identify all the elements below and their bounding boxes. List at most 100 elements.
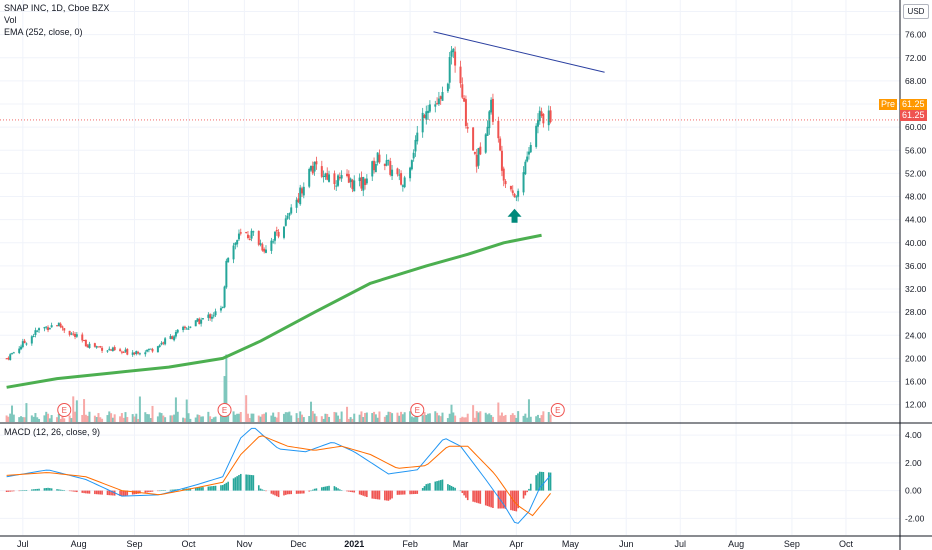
macd-histogram-bar	[475, 490, 478, 503]
candle-body	[59, 323, 62, 327]
candle-body	[479, 146, 482, 155]
macd-histogram-bar	[387, 490, 390, 501]
candle-body	[378, 154, 381, 163]
macd-histogram-bar	[297, 490, 300, 494]
macd-histogram-bar	[189, 488, 192, 491]
volume-bar	[282, 413, 285, 422]
candle-body	[358, 177, 361, 182]
macd-histogram-bar	[438, 480, 440, 491]
candle-body	[486, 126, 489, 136]
volume-bar	[151, 405, 154, 422]
candle-body	[391, 169, 394, 177]
candle-body	[295, 199, 298, 208]
volume-bar	[176, 411, 179, 422]
macd-histogram-bar	[121, 490, 123, 497]
volume-bar	[290, 415, 293, 422]
macd-histogram-bar	[492, 490, 494, 508]
volume-bar	[500, 412, 503, 422]
macd-histogram-bar	[198, 487, 201, 491]
currency-button[interactable]: USD	[903, 4, 929, 19]
volume-bar	[398, 415, 401, 422]
volume-bar	[446, 418, 449, 422]
pre-market-price-tag: 61.25	[900, 99, 927, 110]
macd-histogram-bar	[547, 472, 550, 491]
macd-histogram-bar	[74, 490, 76, 492]
volume-bar	[421, 415, 424, 422]
earnings-marker-label: E	[222, 406, 227, 415]
volume-bar	[252, 413, 255, 422]
volume-bar	[88, 411, 91, 422]
macd-histogram-bar	[403, 490, 406, 495]
macd-histogram-bar	[50, 488, 53, 491]
macd-histogram-bar	[472, 490, 474, 502]
macd-pane	[5, 427, 552, 524]
candle-body	[48, 328, 51, 330]
volume-bar	[45, 411, 48, 422]
candle-body	[223, 286, 226, 308]
candle-body	[535, 125, 538, 147]
macd-histogram-bar	[45, 488, 48, 491]
candle-body	[475, 154, 478, 167]
macd-histogram-bar	[313, 488, 316, 491]
y-tick-label: 24.00	[905, 330, 927, 340]
volume-bar	[549, 414, 552, 422]
candle-body	[9, 354, 12, 361]
macd-histogram-bar	[461, 490, 464, 493]
volume-bar	[297, 418, 300, 422]
candle-body	[473, 151, 476, 154]
candle-body	[137, 351, 140, 354]
volume-bar	[362, 417, 365, 422]
candle-body	[57, 322, 60, 327]
candle-body	[18, 348, 21, 353]
macd-histogram-bar	[439, 480, 442, 491]
candle-body	[434, 104, 437, 107]
candle-body	[500, 150, 503, 171]
macd-histogram-bar	[261, 489, 264, 491]
candle-body	[484, 134, 487, 153]
candle-body	[459, 66, 462, 84]
macd-histogram-bar	[212, 485, 215, 491]
volume-bar	[425, 415, 428, 422]
candle-body	[239, 232, 242, 234]
candle-body	[183, 326, 186, 329]
candle-body	[106, 350, 109, 352]
volume-bar	[138, 396, 141, 422]
macd-histogram-bar	[542, 472, 545, 491]
x-tick-label: Sep	[784, 539, 800, 549]
earnings-marker	[550, 403, 565, 417]
macd-histogram-bar	[400, 490, 402, 495]
ema-252-line	[6, 233, 542, 389]
volume-bar	[517, 411, 520, 422]
macd-histogram-bar	[513, 490, 516, 511]
macd-histogram-bar	[144, 490, 147, 493]
macd-histogram-bar	[303, 490, 305, 494]
candle-body	[160, 342, 163, 345]
macd-histogram-bar	[477, 490, 480, 504]
volume-bar	[187, 413, 190, 422]
macd-histogram-bar	[58, 489, 60, 491]
y-tick-label: 48.00	[905, 192, 927, 202]
candle-body	[353, 180, 356, 192]
macd-histogram-bar	[333, 486, 336, 491]
volume-bar	[376, 417, 379, 422]
candle-body	[122, 352, 125, 354]
volume-bar	[81, 414, 84, 422]
candlestick-series	[5, 46, 552, 361]
candle-body	[547, 110, 550, 126]
candle-body	[290, 207, 293, 214]
candle-body	[119, 349, 122, 351]
macd-histogram-bar	[221, 485, 224, 491]
x-tick-label: Jul	[17, 539, 29, 549]
macd-histogram-bar	[348, 490, 350, 492]
candle-body	[138, 353, 141, 355]
volume-bar	[47, 413, 50, 422]
candle-body	[270, 240, 273, 251]
macd-histogram-bar	[110, 490, 112, 496]
candle-body	[371, 161, 374, 177]
x-tick-label: Sep	[126, 539, 142, 549]
volume-bar	[189, 418, 192, 422]
candle-body	[263, 249, 266, 252]
candle-body	[472, 127, 475, 151]
